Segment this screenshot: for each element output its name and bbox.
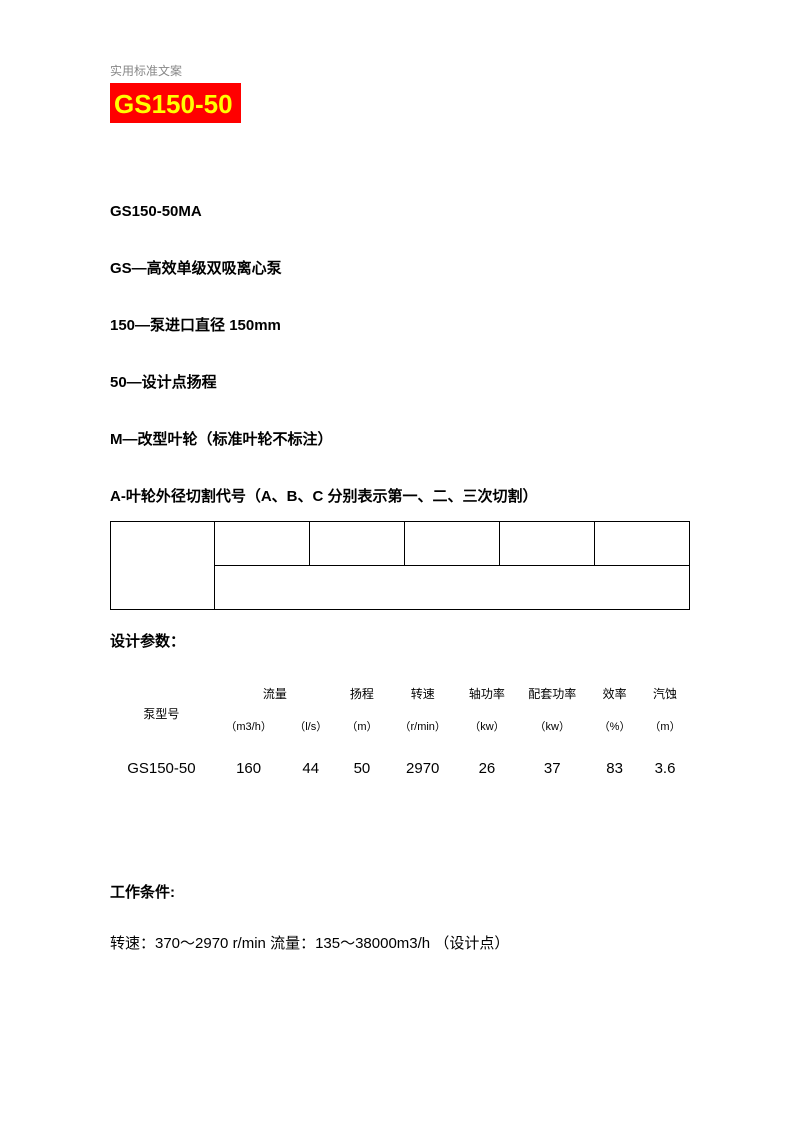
col-shaft-power: 轴功率 (459, 679, 516, 712)
design-params-title: 设计参数： (110, 630, 690, 651)
unit-ls: （l/s） (284, 712, 337, 752)
col-eff: 效率 (589, 679, 640, 712)
col-model: 泵型号 (110, 679, 213, 752)
spec-line-a: A-叶轮外径切割代号（A、B、C 分别表示第一、二、三次切割） (110, 486, 690, 507)
empty-cell (215, 566, 690, 610)
val-speed: 2970 (387, 752, 459, 783)
empty-cell (111, 566, 215, 610)
spec-line-gs: GS—高效单级双吸离心泵 (110, 258, 690, 279)
spec-line-150: 150—泵进口直径 150mm (110, 315, 690, 336)
col-speed: 转速 (387, 679, 459, 712)
unit-rmin: （r/min） (387, 712, 459, 752)
param-table: 泵型号 流量 扬程 转速 轴功率 配套功率 效率 汽蚀 （m3/h） （l/s）… (110, 679, 690, 783)
unit-pct: （%） (589, 712, 640, 752)
unit-m2: （m） (640, 712, 690, 752)
unit-kw2: （kw） (515, 712, 589, 752)
val-motor: 37 (515, 752, 589, 783)
empty-cell (500, 522, 595, 566)
spec-line-model: GS150-50MA (110, 201, 690, 222)
col-flow: 流量 (213, 679, 337, 712)
col-motor-power: 配套功率 (515, 679, 589, 712)
spec-line-m: M—改型叶轮（标准叶轮不标注） (110, 429, 690, 450)
val-npsh: 3.6 (640, 752, 690, 783)
empty-grid-table (110, 521, 690, 610)
col-head: 扬程 (337, 679, 387, 712)
spec-line-50: 50—设计点扬程 (110, 372, 690, 393)
empty-cell (405, 522, 500, 566)
empty-cell (111, 522, 215, 566)
product-title-box: GS150-50 (110, 83, 241, 123)
unit-m: （m） (337, 712, 387, 752)
col-npsh: 汽蚀 (640, 679, 690, 712)
val-shaft: 26 (459, 752, 516, 783)
val-ls: 44 (284, 752, 337, 783)
val-eff: 83 (589, 752, 640, 783)
empty-cell (215, 522, 310, 566)
table-header-row: 泵型号 流量 扬程 转速 轴功率 配套功率 效率 汽蚀 (110, 679, 690, 712)
unit-kw1: （kw） (459, 712, 516, 752)
empty-cell (310, 522, 405, 566)
val-head: 50 (337, 752, 387, 783)
val-m3h: 160 (213, 752, 285, 783)
val-model: GS150-50 (110, 752, 213, 783)
work-conditions-line: 转速：370～2970 r/min 流量：135～38000m3/h （设计点） (110, 932, 690, 953)
empty-cell (595, 522, 690, 566)
header-label: 实用标准文案 (110, 62, 690, 79)
unit-m3h: （m3/h） (213, 712, 285, 752)
work-conditions-title: 工作条件: (110, 881, 690, 902)
table-data-row: GS150-50 160 44 50 2970 26 37 83 3.6 (110, 752, 690, 783)
